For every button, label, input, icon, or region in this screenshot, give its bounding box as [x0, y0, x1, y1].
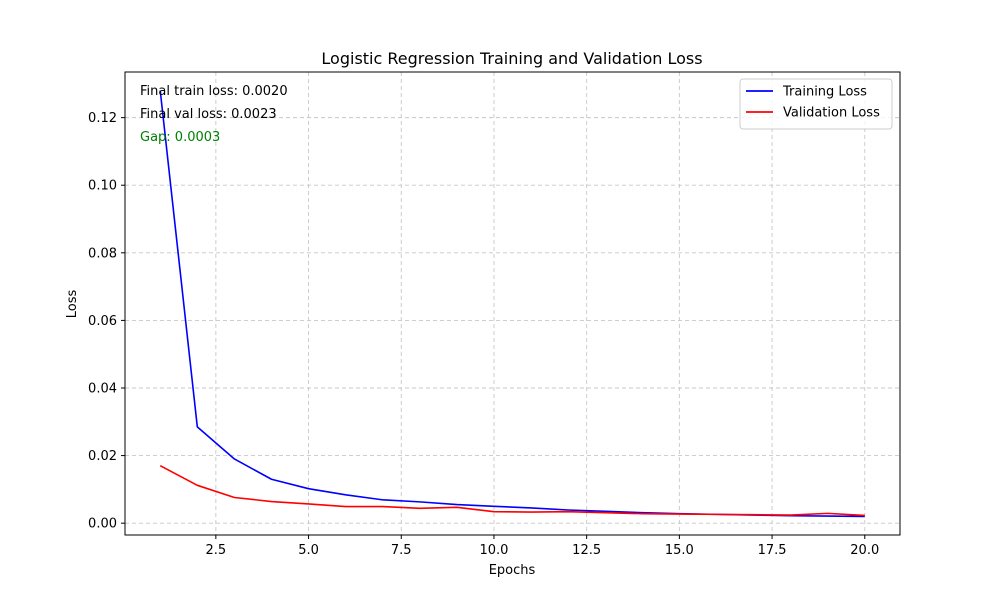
legend-label-0: Training Loss — [782, 85, 867, 100]
y-tick-label-6: 0.12 — [88, 111, 117, 126]
y-axis-label: Loss — [65, 290, 80, 319]
x-axis-label: Epochs — [489, 563, 536, 578]
x-tick-label-2: 7.5 — [391, 543, 412, 558]
ticks-layer: 2.5 5.0 7.5 10.0 12.5 15.0 17.5 20.0 0.00 0.02 0.0… — [88, 111, 879, 558]
series-line-training-loss — [159, 90, 865, 518]
legend-label-1: Validation Loss — [783, 106, 880, 121]
annotations-layer: Final train loss: 0.0020 Final val loss: … — [140, 84, 288, 145]
plot-frame — [124, 71, 901, 536]
chart-title: Logistic Regression Training and Validat… — [321, 49, 702, 68]
legend-box — [739, 78, 893, 130]
x-tick-label-5: 15.0 — [665, 543, 694, 558]
y-tick-label-5: 0.10 — [88, 179, 117, 194]
x-tick-label-3: 10.0 — [479, 543, 508, 558]
y-tick-label-3: 0.06 — [88, 314, 117, 329]
annotation-0: Final train loss: 0.0020 — [140, 84, 288, 99]
grid-layer — [125, 72, 900, 535]
x-tick-label-1: 5.0 — [298, 543, 319, 558]
series-layer — [159, 90, 865, 518]
x-tick-label-0: 2.5 — [206, 543, 227, 558]
x-tick-label-6: 17.5 — [758, 543, 787, 558]
x-tick-label-4: 12.5 — [572, 543, 601, 558]
y-tick-label-4: 0.08 — [88, 246, 117, 261]
x-tick-label-7: 20.0 — [850, 543, 879, 558]
y-tick-label-0: 0.00 — [88, 517, 117, 532]
y-tick-label-2: 0.04 — [88, 381, 117, 396]
annotation-2: Gap: 0.0003 — [140, 130, 220, 145]
legend: Training Loss Validation Loss — [739, 78, 893, 130]
series-line-validation-loss — [159, 465, 865, 517]
axes-layer — [124, 71, 901, 536]
annotation-1: Final val loss: 0.0023 — [140, 107, 277, 122]
y-tick-label-1: 0.02 — [88, 449, 117, 464]
